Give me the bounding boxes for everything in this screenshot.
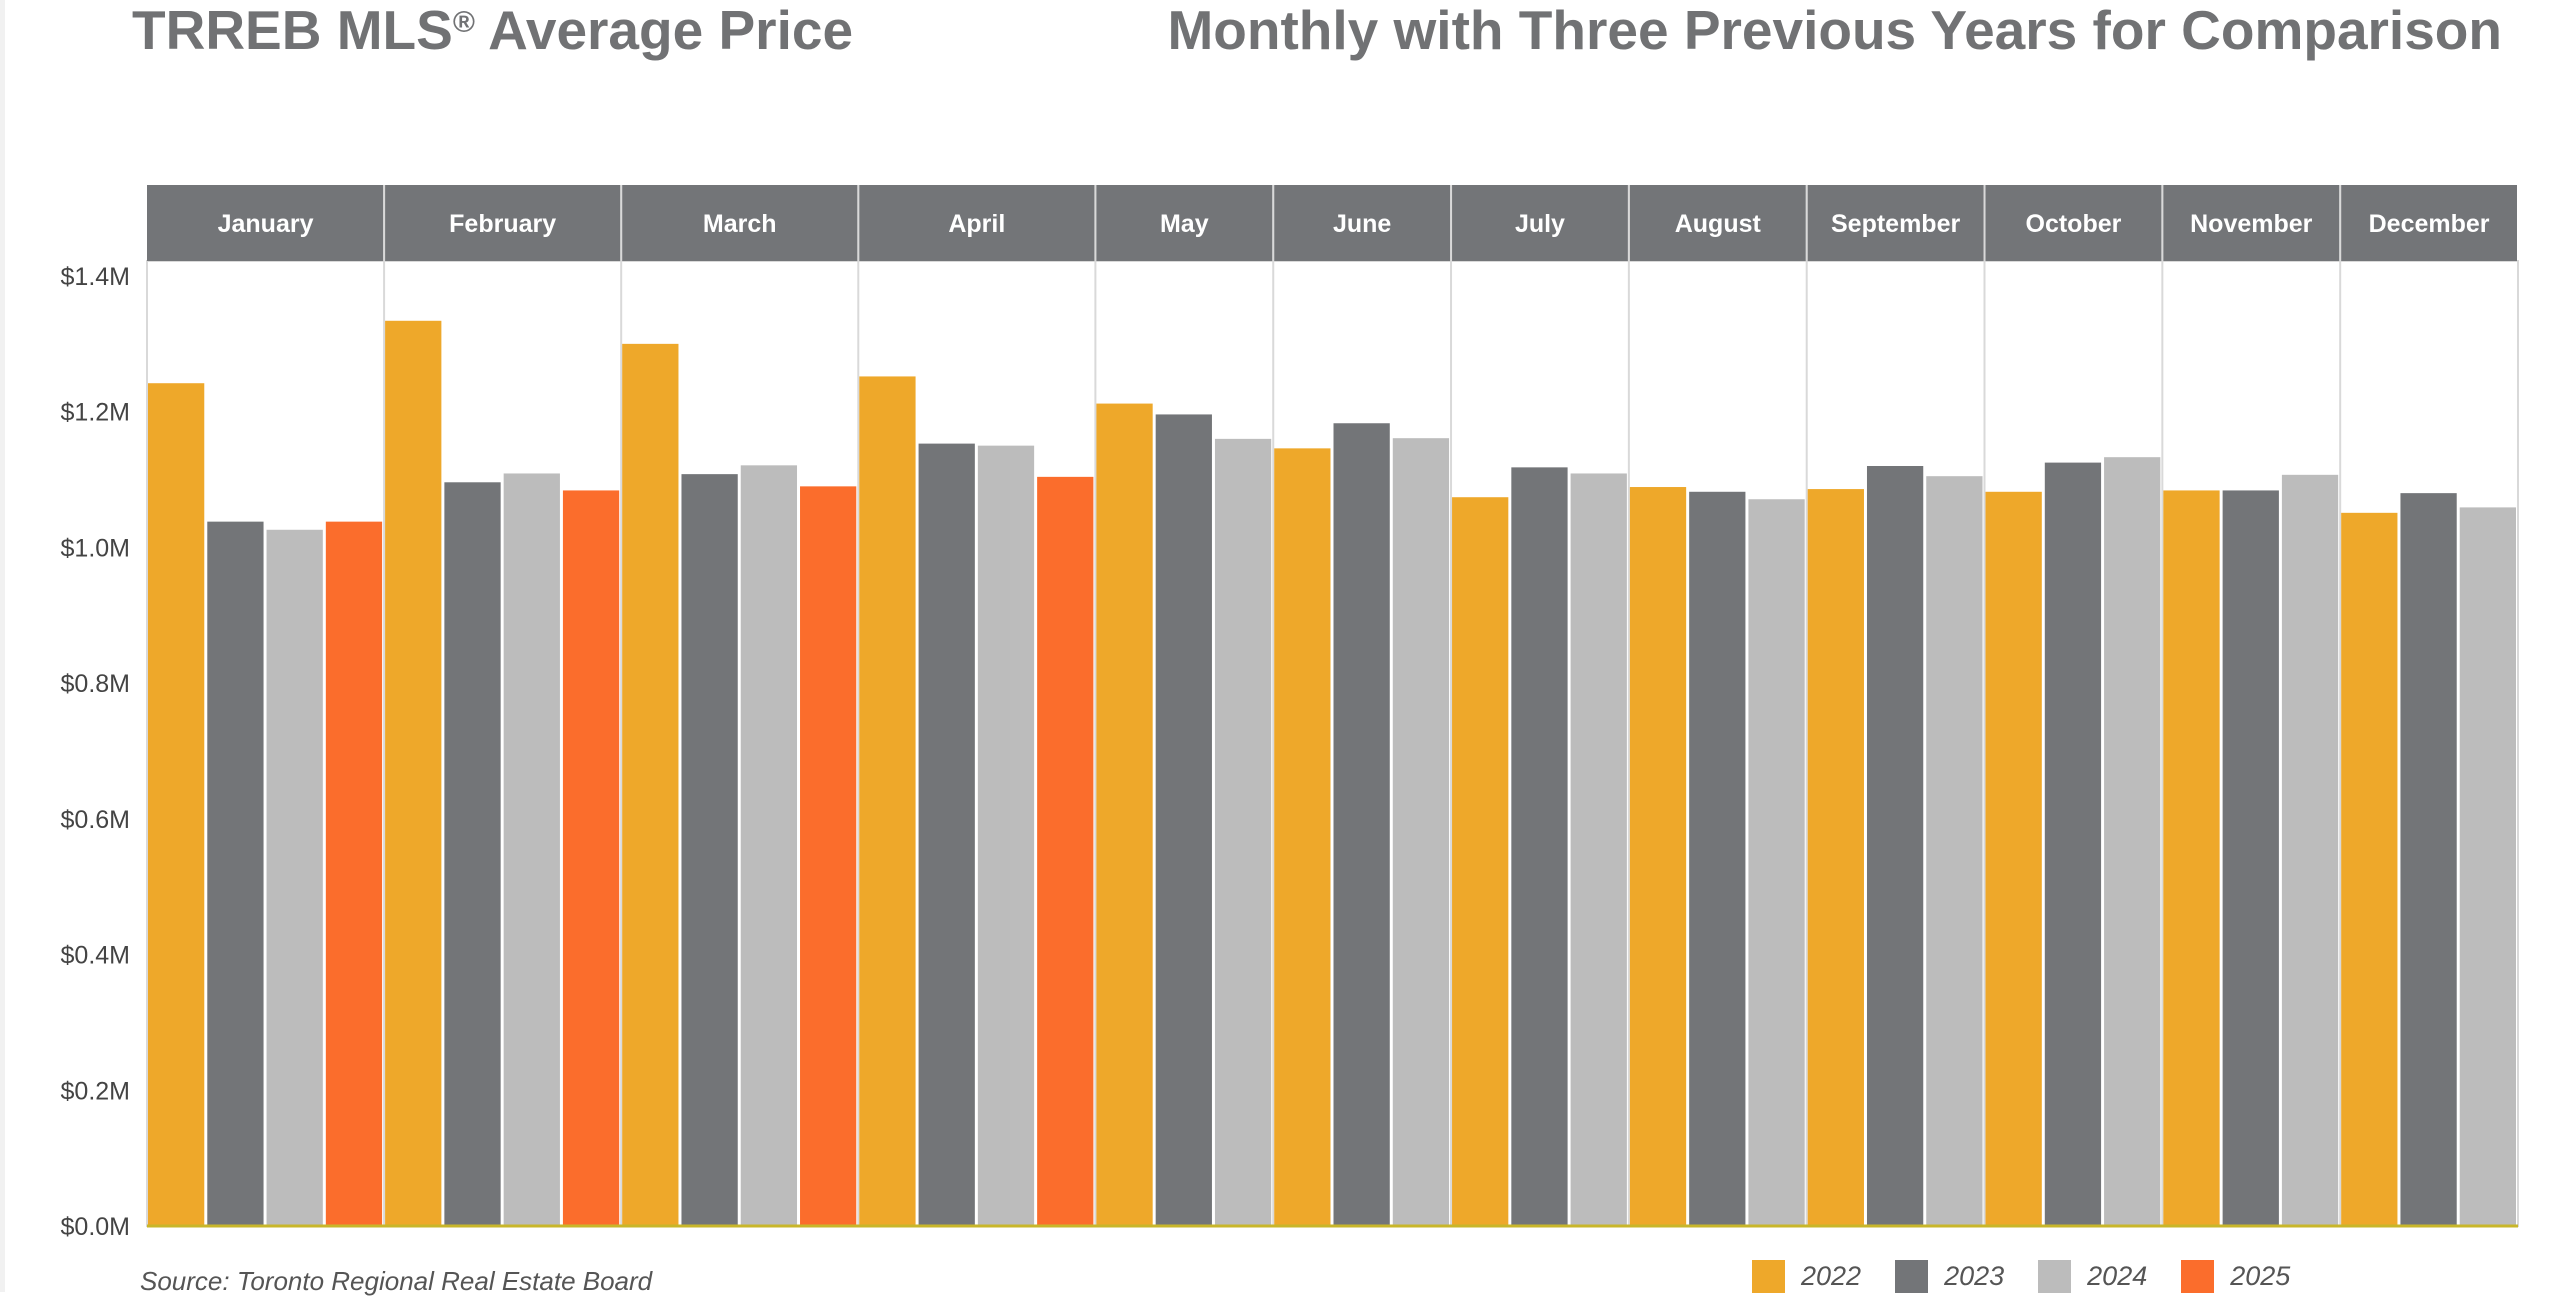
- month-header-december: [2341, 185, 2517, 261]
- y-tick-label: $0.6M: [61, 806, 130, 834]
- month-header-august: [1629, 185, 1806, 261]
- month-label-december: December: [2369, 210, 2490, 238]
- bar-november-2022: [2163, 490, 2220, 1226]
- bar-october-2022: [1985, 491, 2042, 1226]
- month-label-january: January: [218, 210, 314, 238]
- month-label-november: November: [2190, 210, 2313, 238]
- bar-june-2023: [1333, 423, 1390, 1226]
- bar-december-2023: [2400, 493, 2457, 1227]
- legend-item-2025: 2025: [2181, 1260, 2290, 1293]
- bar-january-2025: [325, 521, 383, 1226]
- bar-february-2022: [385, 320, 442, 1226]
- month-label-may: May: [1160, 210, 1209, 238]
- bar-march-2025: [800, 486, 857, 1226]
- chart-title: TRREB MLS® Average Price: [132, 0, 853, 62]
- bar-august-2023: [1689, 491, 1746, 1226]
- bar-may-2023: [1155, 414, 1212, 1226]
- month-header-march: [622, 185, 858, 261]
- month-label-april: April: [948, 210, 1005, 238]
- source-note: Source: Toronto Regional Real Estate Boa…: [140, 1266, 653, 1296]
- month-label-august: August: [1675, 210, 1762, 238]
- bar-june-2022: [1274, 448, 1331, 1226]
- month-header-october: [1985, 185, 2162, 261]
- month-label-february: February: [449, 210, 556, 238]
- bar-november-2024: [2281, 474, 2339, 1227]
- bar-january-2022: [148, 383, 205, 1226]
- legend-label-2025: 2025: [2230, 1261, 2291, 1291]
- bar-april-2022: [859, 376, 916, 1226]
- month-label-september: September: [1831, 210, 1960, 238]
- bar-july-2023: [1511, 467, 1568, 1226]
- y-tick-label: $0.8M: [61, 670, 130, 698]
- month-header-february: [385, 185, 621, 261]
- bar-march-2022: [622, 343, 679, 1226]
- y-tick-label: $0.2M: [61, 1077, 130, 1105]
- month-header-june: [1274, 185, 1451, 261]
- legend-swatch-2025: [2181, 1260, 2215, 1293]
- bar-july-2022: [1452, 497, 1509, 1226]
- y-tick-label: $0.0M: [61, 1213, 130, 1241]
- bar-april-2025: [1037, 476, 1094, 1226]
- y-tick-label: $0.4M: [61, 942, 130, 970]
- legend-label-2024: 2024: [2087, 1261, 2148, 1291]
- chart-subtitle: Monthly with Three Previous Years for Co…: [1167, 0, 2502, 61]
- bar-march-2023: [681, 474, 738, 1227]
- month-label-october: October: [2026, 210, 2122, 238]
- bar-september-2024: [1926, 476, 1983, 1226]
- bar-november-2023: [2222, 490, 2279, 1226]
- chart-title-rest: Average Price: [474, 0, 854, 61]
- month-header-january: [147, 185, 384, 261]
- bar-september-2023: [1866, 466, 1924, 1226]
- bar-january-2023: [207, 521, 264, 1226]
- legend-swatch-2022: [1752, 1260, 1785, 1293]
- bar-june-2024: [1392, 438, 1450, 1226]
- bar-april-2023: [918, 443, 975, 1226]
- legend-swatch-2024: [2038, 1260, 2072, 1293]
- month-label-july: July: [1515, 210, 1565, 238]
- month-header-november: [2163, 185, 2340, 261]
- bar-march-2024: [740, 465, 798, 1227]
- bar-september-2022: [1807, 489, 1864, 1227]
- registered-mark: ®: [452, 5, 475, 39]
- bar-october-2023: [2044, 462, 2102, 1226]
- bar-february-2025: [562, 490, 620, 1226]
- bar-december-2022: [2341, 512, 2398, 1226]
- y-tick-label: $1.4M: [61, 263, 130, 291]
- legend-swatch-2023: [1895, 1260, 1929, 1293]
- legend-item-2023: 2023: [1895, 1260, 2004, 1293]
- bar-january-2024: [266, 529, 323, 1226]
- month-header-april: [859, 185, 1095, 261]
- legend-item-2022: 2022: [1752, 1260, 1861, 1293]
- bar-february-2023: [444, 482, 501, 1226]
- month-label-june: June: [1333, 210, 1391, 238]
- legend-item-2024: 2024: [2038, 1260, 2147, 1293]
- bar-may-2024: [1214, 438, 1272, 1226]
- bar-august-2022: [1629, 487, 1687, 1226]
- month-header-may: [1096, 185, 1273, 261]
- legend: 2022 2023 2024 2025: [1752, 1260, 2324, 1293]
- legend-label-2023: 2023: [1944, 1261, 2005, 1291]
- y-tick-label: $1.2M: [61, 399, 130, 427]
- month-header-september: [1807, 185, 1984, 261]
- left-edge-rule: [0, 0, 5, 1292]
- bar-august-2024: [1748, 499, 1805, 1226]
- bar-october-2024: [2104, 457, 2161, 1226]
- y-tick-label: $1.0M: [61, 534, 130, 562]
- month-header-july: [1452, 185, 1628, 261]
- month-label-march: March: [703, 210, 777, 238]
- bar-may-2022: [1096, 403, 1153, 1227]
- bar-february-2024: [503, 473, 560, 1226]
- legend-label-2022: 2022: [1801, 1261, 1862, 1291]
- bar-april-2024: [977, 445, 1035, 1227]
- bar-december-2024: [2459, 507, 2516, 1227]
- chart-title-main: TRREB MLS: [132, 0, 453, 61]
- bar-july-2024: [1570, 473, 1627, 1226]
